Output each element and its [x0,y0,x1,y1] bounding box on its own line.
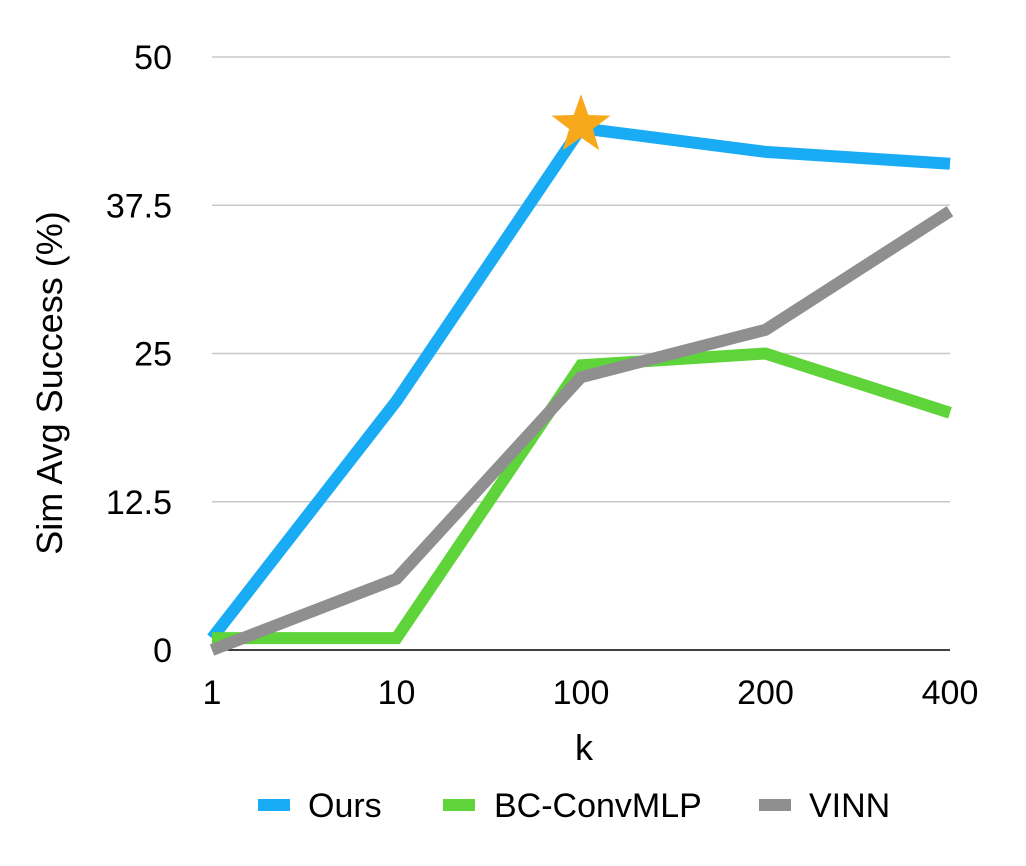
series-line-bc-convmlp [212,347,952,645]
x-tick-label: 1 [203,674,222,712]
legend-label-ours: Ours [308,787,382,825]
y-tick-labels: 0 12.5 25 37.5 50 [106,39,172,670]
y-tick-label: 12.5 [106,484,172,522]
x-tick-labels: 1 10 100 200 400 [203,674,979,712]
y-tick-label: 50 [134,39,172,77]
y-tick-label: 25 [134,336,172,374]
y-tick-label: 0 [153,632,172,670]
star-icon [551,94,611,151]
annotations [551,94,611,151]
y-axis-title: Sim Avg Success (%) [29,211,70,554]
x-axis-title: k [575,727,594,768]
series-lines [207,121,954,656]
gridlines [212,56,950,503]
x-tick-label: 10 [378,674,416,712]
legend-label-vinn: VINN [809,787,890,825]
legend: Ours BC-ConvMLP VINN [258,787,890,825]
series-line-vinn [209,206,954,656]
x-tick-label: 400 [922,674,979,712]
y-tick-label: 37.5 [106,187,172,225]
x-tick-label: 100 [553,674,610,712]
legend-label-bc-convmlp: BC-ConvMLP [494,787,702,825]
x-tick-label: 200 [737,674,794,712]
